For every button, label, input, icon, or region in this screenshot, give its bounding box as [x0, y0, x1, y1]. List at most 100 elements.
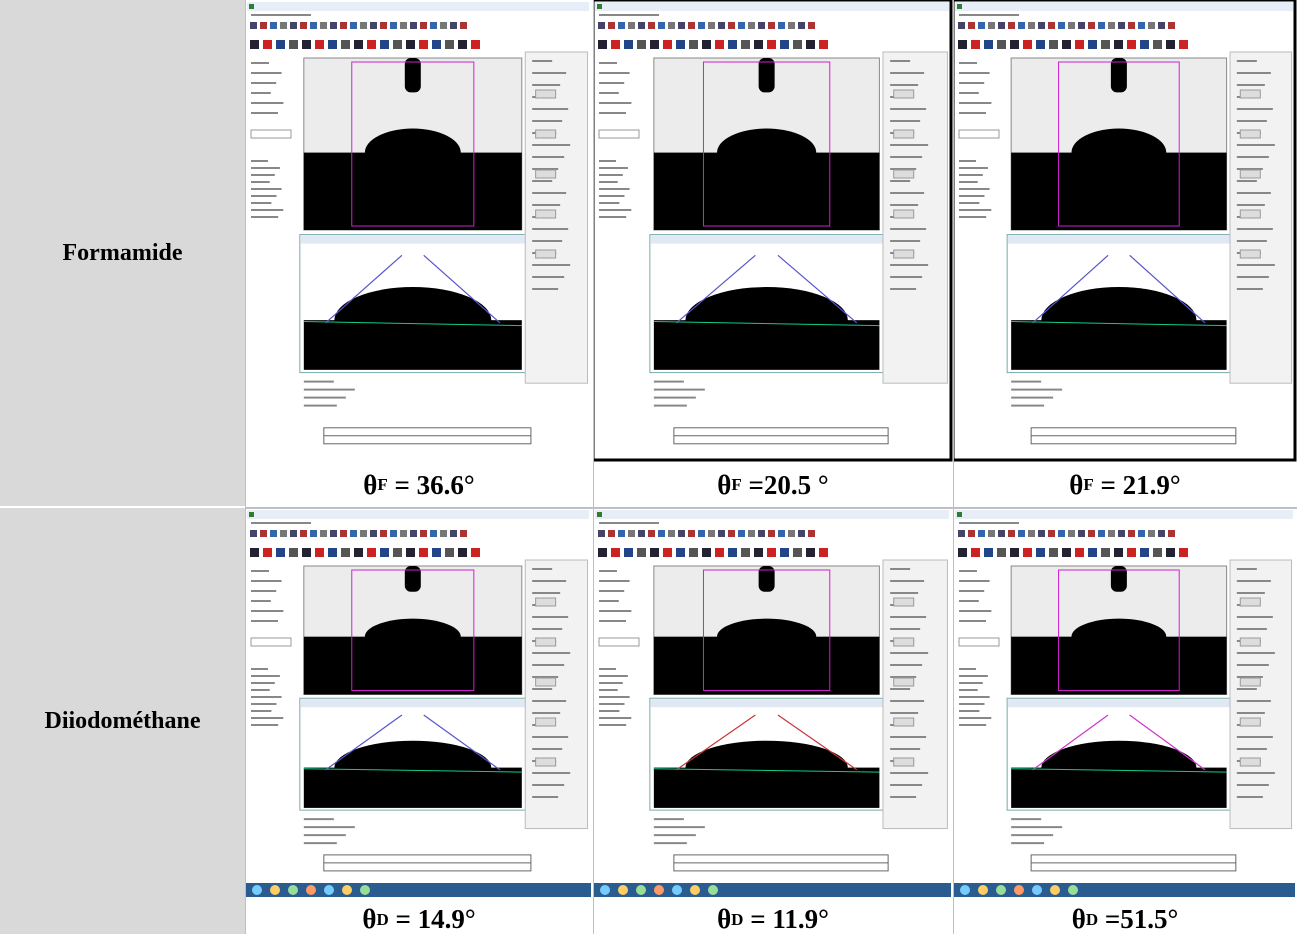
text-line: [1237, 712, 1265, 714]
text-line: [1237, 120, 1267, 122]
tool-icon: [390, 530, 397, 537]
caption-text: =20.5 °: [742, 470, 829, 501]
button: [536, 210, 556, 218]
button: [1240, 638, 1260, 646]
tool-icon: [1108, 530, 1115, 537]
text-line: [1237, 628, 1267, 630]
tool-icon: [650, 548, 659, 557]
tool-icon: [250, 548, 259, 557]
right-panel: [525, 560, 587, 829]
text-line: [1237, 228, 1273, 230]
text-line: [251, 195, 277, 197]
text-line: [1011, 818, 1041, 820]
tool-icon: [1036, 548, 1045, 557]
text-line: [599, 202, 619, 204]
tool-icon: [393, 548, 402, 557]
tool-icon: [1108, 22, 1115, 29]
tool-icon: [460, 530, 467, 537]
button: [1240, 718, 1260, 726]
angle-caption: θD =51.5°: [953, 905, 1297, 934]
tool-icon: [676, 548, 685, 557]
zoom-droplet: [1041, 287, 1196, 353]
text-line: [251, 682, 275, 684]
text-line: [890, 796, 916, 798]
row-label: Formamide: [0, 0, 245, 508]
field: [599, 638, 639, 646]
text-line: [251, 188, 282, 190]
tool-icon: [1049, 548, 1058, 557]
tool-icon: [738, 530, 745, 537]
text-line: [654, 842, 687, 844]
text-line: [890, 180, 910, 182]
tool-icon: [420, 22, 427, 29]
text-line: [251, 102, 283, 104]
tool-icon: [971, 548, 980, 557]
tool-icon: [300, 22, 307, 29]
tool-icon: [1008, 22, 1015, 29]
tool-icon: [300, 530, 307, 537]
tool-icon: [1023, 548, 1032, 557]
tool-icon: [380, 530, 387, 537]
tool-icon: [767, 548, 776, 557]
text-line: [959, 580, 990, 582]
text-line: [532, 568, 552, 570]
text-line: [654, 381, 684, 383]
tool-icon: [1038, 530, 1045, 537]
tool-icon: [738, 22, 745, 29]
tool-icon: [708, 22, 715, 29]
tool-icon: [410, 530, 417, 537]
caption-sub: D: [731, 910, 743, 930]
tool-icon: [978, 530, 985, 537]
tool-icon: [648, 530, 655, 537]
menu-bar: [959, 14, 1019, 16]
tool-icon: [320, 530, 327, 537]
text-line: [959, 620, 986, 622]
text-line: [890, 712, 918, 714]
tool-icon: [768, 530, 775, 537]
tool-icon: [1058, 530, 1065, 537]
tool-icon: [1028, 530, 1035, 537]
tool-icon: [780, 548, 789, 557]
screenshot-mock: [593, 0, 953, 462]
text-line: [959, 14, 1019, 16]
tool-icon: [1075, 40, 1084, 49]
tool-icon: [618, 22, 625, 29]
text-line: [890, 592, 918, 594]
text-line: [532, 144, 570, 146]
grid-rule: [593, 0, 594, 934]
caption-text: = 11.9°: [743, 904, 828, 935]
tool-icon: [728, 530, 735, 537]
tool-icon: [1118, 530, 1125, 537]
tool-icon: [758, 530, 765, 537]
tool-icon: [997, 548, 1006, 557]
grid-rule: [953, 0, 954, 934]
text-line: [1011, 405, 1044, 407]
tool-icon: [280, 22, 287, 29]
text-line: [599, 72, 630, 74]
text-line: [890, 568, 910, 570]
tool-icon: [250, 40, 259, 49]
text-line: [959, 675, 988, 677]
tool-icon: [611, 548, 620, 557]
tool-icon: [315, 548, 324, 557]
text-line: [959, 160, 976, 162]
text-line: [890, 288, 916, 290]
tool-icon: [1098, 530, 1105, 537]
droplet: [717, 129, 816, 177]
tool-icon: [767, 40, 776, 49]
figure-page: Formamide Diiodométhane θF = 36.6°θF =20…: [0, 0, 1297, 934]
right-panel: [525, 52, 587, 383]
tool-icon: [1128, 530, 1135, 537]
tool-icon: [320, 22, 327, 29]
text-line: [304, 389, 355, 391]
tool-icon: [1018, 22, 1025, 29]
text-line: [1237, 580, 1271, 582]
text-line: [251, 167, 280, 169]
tool-icon: [998, 530, 1005, 537]
tool-icon: [668, 530, 675, 537]
tool-icon: [341, 40, 350, 49]
tool-icon: [1058, 22, 1065, 29]
taskbar-icon: [288, 885, 298, 895]
text-line: [1237, 288, 1263, 290]
caption-symbol: θ: [717, 904, 731, 935]
